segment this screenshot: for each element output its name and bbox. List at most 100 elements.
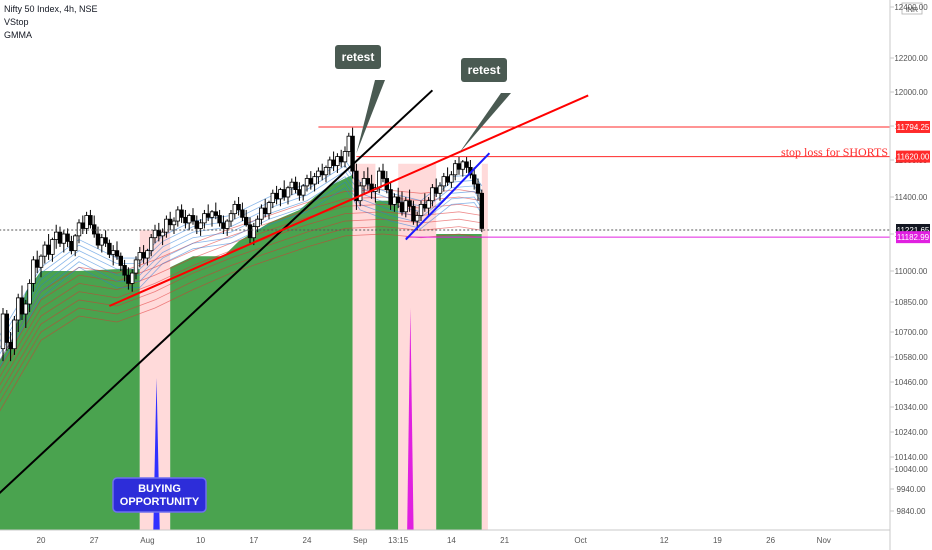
candle-body (95, 233, 101, 246)
vstop-zone (481, 163, 488, 530)
candle (365, 167, 370, 190)
retest-callout: retest (335, 45, 385, 154)
candle (198, 219, 203, 236)
candle-body (137, 252, 142, 261)
candle-body (171, 220, 177, 226)
callout-pointer (459, 93, 511, 154)
candle-body (133, 259, 139, 274)
candle-body (167, 218, 173, 226)
candle (452, 160, 458, 181)
candle-body (243, 216, 249, 226)
candle-body (228, 213, 234, 222)
candle-body (148, 237, 154, 252)
candle-body (118, 255, 123, 266)
time-tick-label: 13:15 (388, 536, 409, 545)
candle (65, 228, 70, 247)
candle (445, 167, 450, 186)
candle-body (54, 231, 59, 240)
candle-body (278, 189, 283, 200)
price-tick-label: 10140.00 (894, 453, 928, 462)
candle (12, 316, 17, 355)
red-trendline (108, 94, 589, 307)
price-label-bg (896, 120, 930, 133)
price-tick-label: 10700.00 (894, 328, 928, 337)
candle (293, 176, 298, 194)
currency-badge: INR (901, 2, 923, 15)
candle (160, 228, 165, 246)
candle-body (266, 202, 272, 215)
candle (449, 171, 454, 188)
candle-body (103, 237, 108, 244)
price-label-tag: 11620.00 (896, 150, 930, 163)
candle-body (221, 222, 226, 229)
candle-body (46, 244, 51, 255)
candle-body (247, 224, 253, 239)
candle-body (61, 233, 66, 244)
candle (350, 127, 355, 179)
candle (468, 160, 473, 179)
price-tick-label: 10240.00 (894, 428, 928, 437)
candle-body (141, 252, 146, 259)
price-label-bg (896, 150, 930, 163)
candle-body (4, 313, 9, 343)
candle-body (316, 170, 321, 178)
candle-body (8, 342, 13, 350)
candle-body (403, 200, 408, 213)
price-tick-label: 10850.00 (894, 298, 928, 307)
time-tick-label: Oct (574, 536, 587, 545)
vstop-zone (170, 174, 353, 530)
price-tick-label: 11400.00 (895, 193, 928, 202)
candle-body (99, 237, 104, 246)
candle-body (27, 282, 32, 305)
candle (437, 182, 443, 201)
candle-body (426, 200, 431, 209)
time-tick-label: 20 (37, 536, 46, 545)
candle (38, 254, 44, 278)
currency-label: INR (906, 7, 918, 14)
candle (243, 209, 249, 227)
vstop-zone (139, 230, 171, 530)
vstop-zone (436, 234, 482, 530)
candle-body (380, 170, 386, 179)
time-tick-label: 10 (196, 536, 205, 545)
candle (118, 252, 123, 271)
candle (42, 241, 47, 264)
time-tick-label: 14 (447, 536, 456, 545)
price-label-bg (896, 231, 930, 244)
candle (460, 160, 465, 177)
price-tick-label: 12000.00 (894, 88, 928, 97)
candle (232, 200, 237, 220)
candle-body (209, 211, 215, 218)
candle (411, 200, 416, 225)
candle (164, 215, 169, 238)
candle (426, 197, 431, 216)
candle (31, 256, 36, 292)
buying-text-line1: BUYING (138, 483, 181, 495)
candle-body (395, 196, 401, 203)
candle-body (88, 215, 93, 226)
candle (312, 172, 317, 192)
candle (61, 230, 66, 253)
vstop-zone (352, 163, 376, 530)
buying-box-rect (112, 477, 207, 513)
candle (84, 211, 89, 234)
candle (338, 149, 344, 168)
candle (103, 230, 108, 247)
candle-body (471, 174, 477, 185)
candle-body (338, 156, 344, 163)
candle-body (12, 319, 17, 350)
candle-body (42, 244, 47, 257)
retest-callout: retest (459, 58, 511, 154)
candle-body (107, 242, 112, 255)
candle (35, 250, 40, 274)
candle-body (456, 163, 462, 170)
time-tick-label: Sep (353, 536, 368, 545)
candle-body (186, 215, 192, 224)
price-tick-label: 10460.00 (894, 378, 928, 387)
callout-box (335, 45, 381, 69)
candle-body (156, 229, 161, 237)
candle-body (304, 178, 310, 187)
callout-pointer (356, 80, 385, 154)
candle (407, 189, 412, 212)
